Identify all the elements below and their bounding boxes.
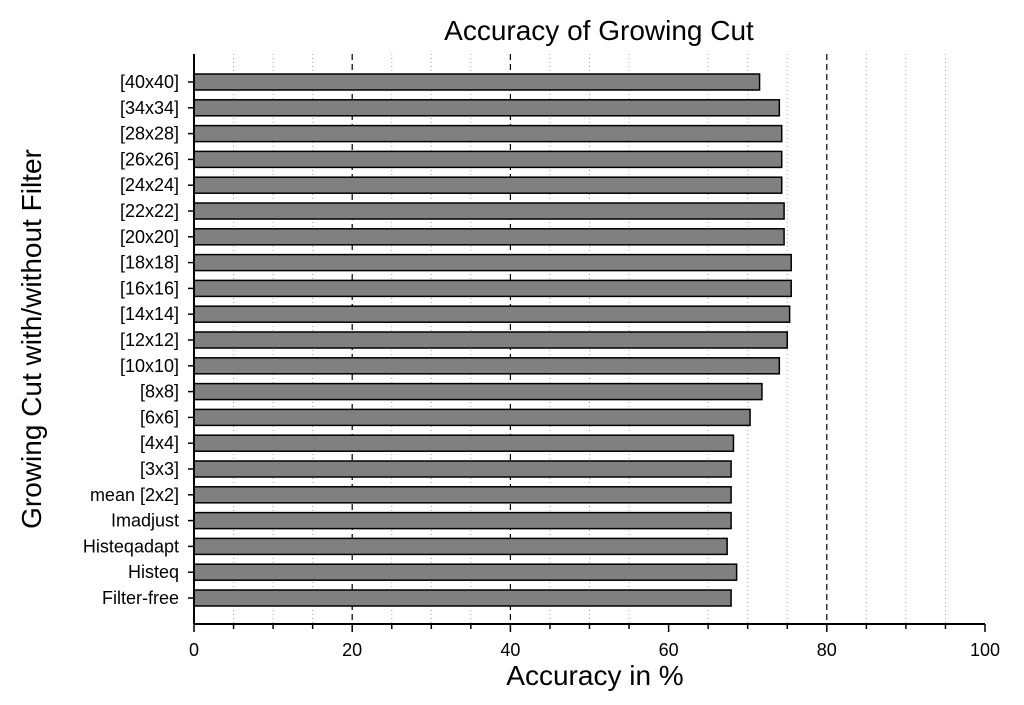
x-tick-label: 80 <box>817 640 837 660</box>
bar <box>193 511 732 530</box>
y-axis-ticks: [40x40] [34x34] [28x28] [26x26] [24x24] [22x2… <box>83 72 194 608</box>
bar <box>193 73 761 91</box>
x-tick-label: 100 <box>970 640 1000 660</box>
y-tick-label: [34x34] <box>120 98 179 118</box>
bar <box>193 434 735 452</box>
x-axis-label: Accuracy in % <box>506 660 683 691</box>
bar <box>193 124 783 143</box>
x-tick-label: 40 <box>500 640 520 660</box>
bar <box>193 202 785 220</box>
bar <box>193 537 728 556</box>
y-tick-label: [8x8] <box>140 382 179 402</box>
y-tick-label: [20x20] <box>120 227 179 247</box>
bar <box>193 460 732 478</box>
y-tick-label: Histeq <box>128 562 179 582</box>
y-tick-label: [26x26] <box>120 149 179 169</box>
bar <box>193 279 792 298</box>
y-tick-label: [12x12] <box>120 330 179 350</box>
bar <box>193 382 763 401</box>
y-tick-label: [28x28] <box>120 124 179 144</box>
bar <box>193 228 785 246</box>
bar <box>193 176 783 194</box>
bar <box>193 486 732 504</box>
y-tick-label: [4x4] <box>140 433 179 453</box>
y-axis-label: Growing Cut with/without Filter <box>16 149 47 529</box>
bar <box>193 99 781 117</box>
y-tick-label: [22x22] <box>120 201 179 221</box>
chart-title: Accuracy of Growing Cut <box>444 15 754 46</box>
y-tick-label: [10x10] <box>120 356 179 376</box>
y-tick-label: Imadjust <box>111 511 179 531</box>
bar <box>193 408 751 427</box>
bar <box>193 331 788 349</box>
y-tick-label: [18x18] <box>120 253 179 273</box>
bar <box>193 150 783 169</box>
x-tick-label: 0 <box>189 640 199 660</box>
y-tick-label: Filter-free <box>102 588 179 608</box>
y-tick-label: [16x16] <box>120 278 179 298</box>
bar <box>193 253 792 272</box>
y-tick-label: [6x6] <box>140 407 179 427</box>
bar <box>193 563 738 581</box>
x-axis-ticks: 0 20 40 60 80 100 <box>189 624 1000 660</box>
y-tick-label: [40x40] <box>120 72 179 92</box>
y-tick-label: Histeqadapt <box>83 536 179 556</box>
y-tick-label: [24x24] <box>120 175 179 195</box>
bar <box>193 357 781 375</box>
bar <box>193 305 791 323</box>
bars <box>193 73 792 607</box>
x-tick-label: 20 <box>342 640 362 660</box>
y-tick-label: [3x3] <box>140 459 179 479</box>
bar <box>193 589 732 607</box>
x-tick-label: 60 <box>659 640 679 660</box>
y-tick-label: mean [2x2] <box>90 485 179 505</box>
y-tick-label: [14x14] <box>120 304 179 324</box>
